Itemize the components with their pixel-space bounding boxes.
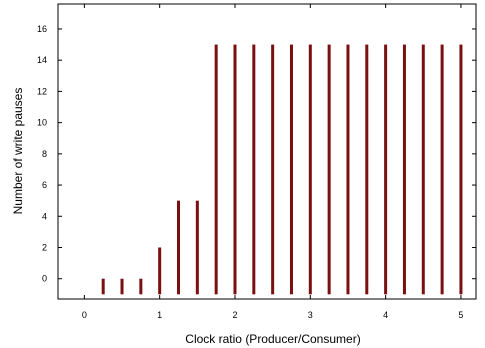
y-tick-label: 16 [37,24,47,34]
y-tick-label: 2 [42,242,47,252]
x-tick-label: 2 [232,310,237,320]
bar [177,200,181,295]
bar [289,44,293,295]
x-tick-label: 0 [82,310,87,320]
y-tick-label: 6 [42,180,47,190]
bar [101,278,105,295]
bar [384,44,388,295]
bar [158,247,162,295]
bar [308,44,312,295]
y-tick-label: 8 [42,149,47,159]
bar [214,44,218,295]
bar [195,200,199,295]
x-axis-title: Clock ratio (Producer/Consumer) [185,332,360,346]
y-axis: 0 2 4 6 8 10 12 14 16 [37,24,476,284]
x-tick-label: 5 [458,310,463,320]
x-tick-label: 1 [157,310,162,320]
bar [402,44,406,295]
bar [233,44,237,295]
y-tick-label: 14 [37,55,47,65]
y-tick-label: 10 [37,118,47,128]
bar [271,44,275,295]
bar [365,44,369,295]
y-tick-label: 0 [42,274,47,284]
x-axis: 0 1 2 3 4 5 [82,4,463,320]
bar [346,44,350,295]
bar [139,278,143,295]
y-tick-label: 4 [42,211,47,221]
bar [120,278,124,295]
bar [252,44,256,295]
y-axis-title: Number of write pauses [11,88,25,215]
plot-frame [57,3,477,300]
bar-series [101,44,463,295]
x-tick-label: 3 [308,310,313,320]
x-tick-label: 4 [383,310,388,320]
bar [421,44,425,295]
bar [440,44,444,295]
bar [459,44,463,295]
y-tick-label: 12 [37,86,47,96]
bar [327,44,331,295]
